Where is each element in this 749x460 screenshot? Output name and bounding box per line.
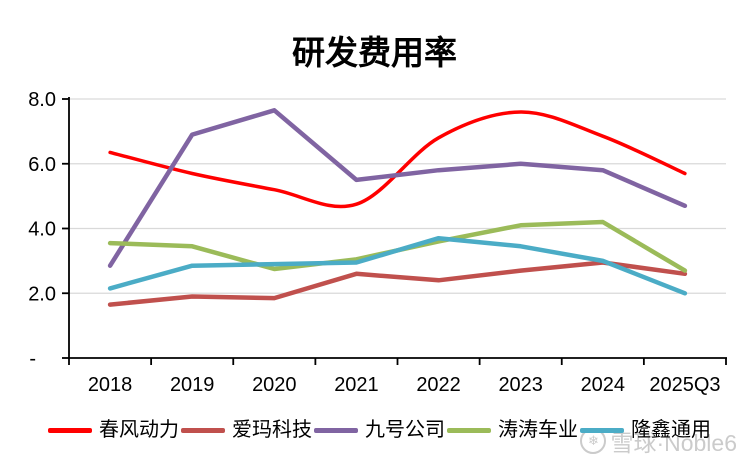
x-tick-label: 2024 [581,374,626,396]
x-tick-label: 2019 [170,374,215,396]
chart-title: 研发费用率 [292,34,457,71]
legend-item-2[interactable]: 九号公司 [314,417,447,443]
x-tick-label: 2021 [334,374,379,396]
legend-item-3[interactable]: 涛涛车业 [447,417,580,443]
legend-swatch-icon [580,427,624,433]
series-line-4 [107,235,688,296]
legend-label: 春风动力 [99,419,179,441]
legend-item-4[interactable]: 隆鑫通用 [580,417,713,443]
x-tick-label: 2022 [416,374,461,396]
series-line-1 [107,260,688,307]
series-line-0 [108,110,687,209]
y-tick-label: 4.0 [28,219,56,241]
legend-swatch-icon [314,427,358,433]
legend-label: 爱玛科技 [232,419,312,441]
legend-item-1[interactable]: 爱玛科技 [181,417,314,443]
y-tick-label: - [29,348,36,370]
chart-legend: 春风动力 爱玛科技 九号公司 涛涛车业 隆鑫通用 [48,417,728,443]
x-tick-label: 2023 [498,374,543,396]
x-tick-label: 2020 [252,374,297,396]
legend-swatch-icon [48,427,92,433]
legend-label: 隆鑫通用 [631,419,711,441]
legend-item-0[interactable]: 春风动力 [48,417,181,443]
y-tick-label: 2.0 [28,283,56,305]
legend-label: 涛涛车业 [498,419,578,441]
x-tick-label: 2025Q3 [649,374,720,396]
x-tick-label: 2018 [88,374,133,396]
legend-swatch-icon [181,427,225,433]
legend-label: 九号公司 [365,419,445,441]
series-line-2 [107,108,688,268]
watermark-text: 雪球·Noble6 [610,430,737,456]
y-tick-label: 6.0 [28,154,56,176]
legend-swatch-icon [447,427,491,433]
y-tick-label: 8.0 [28,89,56,111]
